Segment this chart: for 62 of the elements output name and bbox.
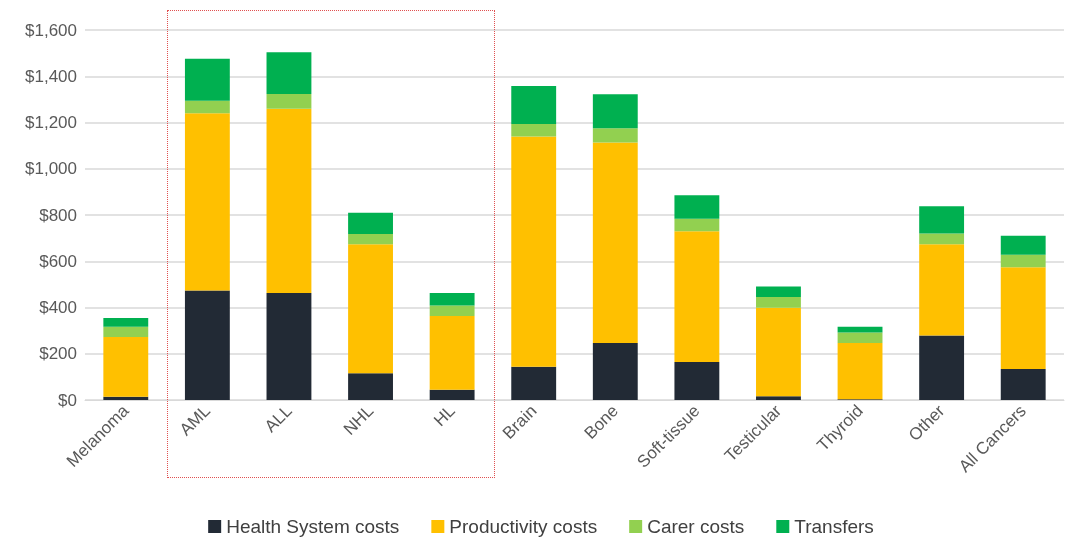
bar: [592, 94, 638, 129]
x-tick-label: ALL: [260, 401, 296, 437]
bar: [919, 233, 965, 245]
y-tick-label: $600: [39, 251, 77, 271]
bar: [348, 212, 393, 234]
bar: [1000, 254, 1046, 268]
bar: [837, 343, 883, 400]
bar: [1000, 369, 1046, 400]
bar: [511, 366, 557, 400]
y-tick-label: $0: [58, 390, 77, 410]
y-tick-label: $1,400: [25, 66, 77, 86]
bar: [674, 195, 720, 219]
bar: [919, 206, 965, 234]
bar: [674, 362, 720, 400]
y-tick-label: $1,000: [25, 159, 77, 179]
bar: [592, 142, 638, 344]
bar: [756, 297, 801, 308]
bar: [919, 244, 965, 336]
bar: [429, 389, 475, 400]
bar: [592, 128, 638, 143]
bar: [592, 343, 638, 400]
x-tick-label: NHL: [339, 401, 378, 439]
bar: [266, 292, 312, 400]
bar: [184, 100, 230, 114]
bar: [837, 332, 883, 344]
bar: [266, 94, 312, 109]
bar: [919, 335, 965, 400]
bar: [511, 123, 557, 137]
bar: [1000, 235, 1046, 255]
y-tick-label: $400: [39, 298, 77, 317]
bar: [511, 136, 557, 367]
legend-label: Productivity costs: [449, 516, 598, 537]
bar: [103, 326, 149, 338]
legend-label: Health System costs: [226, 516, 400, 537]
bar: [429, 316, 475, 390]
y-tick-label: $1,200: [25, 113, 77, 132]
bar: [184, 113, 230, 291]
bar: [103, 317, 149, 327]
x-tick-label: HL: [430, 401, 459, 431]
legend-label: Carer costs: [647, 516, 745, 537]
y-tick-label: $200: [39, 344, 77, 364]
y-tick-label: $1,600: [25, 20, 77, 40]
bar: [184, 58, 230, 101]
y-tick-label: $800: [39, 205, 77, 225]
bar: [429, 305, 475, 317]
bar: [756, 307, 801, 397]
bar: [103, 337, 149, 397]
bar: [184, 290, 230, 400]
bar: [756, 396, 801, 400]
bar: [103, 396, 149, 400]
bar: [429, 292, 475, 306]
bar: [756, 286, 801, 298]
bar: [348, 233, 393, 245]
bar: [1000, 267, 1046, 370]
bar: [674, 231, 720, 363]
bar: [511, 85, 557, 124]
bar: [266, 52, 312, 95]
bar: [348, 373, 393, 400]
bar: [348, 244, 393, 374]
bar: [266, 108, 312, 293]
legend-label: Transfers: [794, 516, 874, 537]
bar: [674, 218, 720, 232]
